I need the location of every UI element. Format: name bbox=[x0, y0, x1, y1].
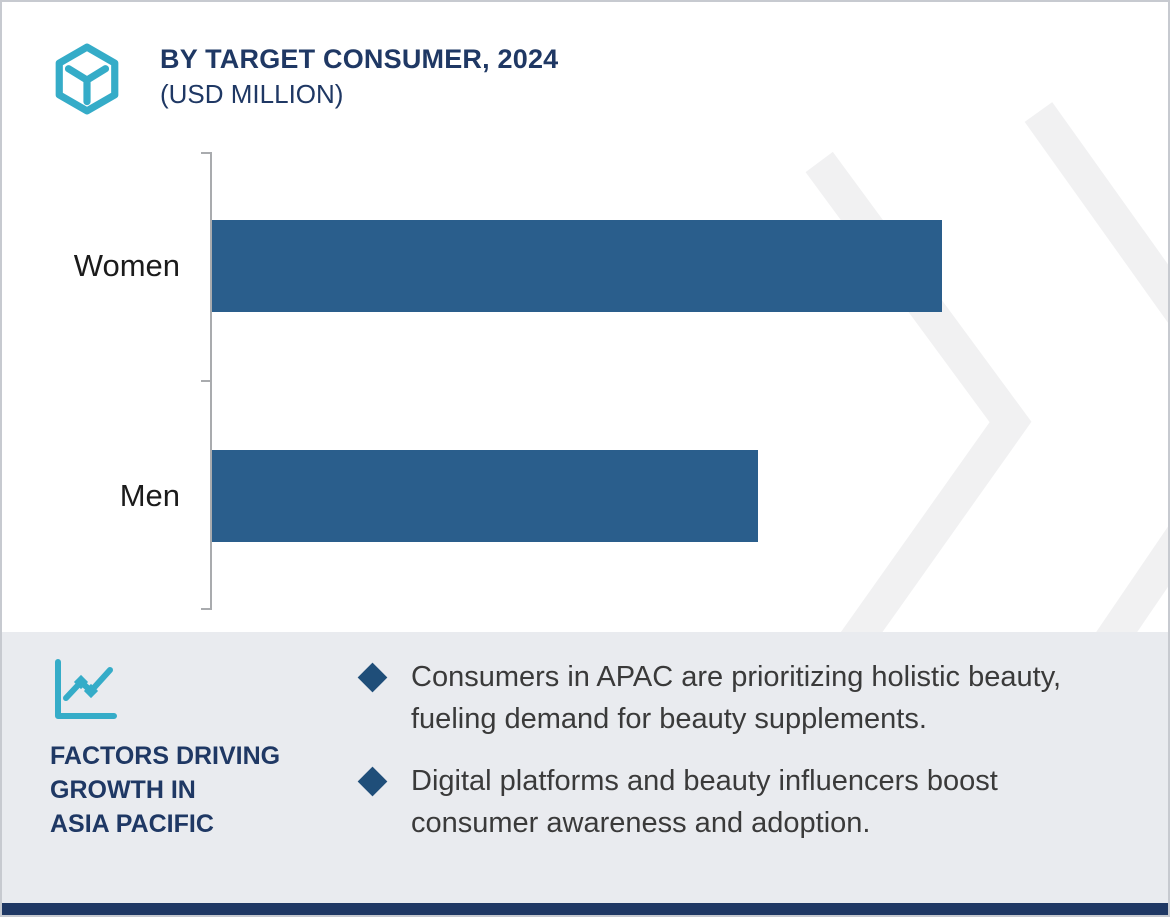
bullet-item: Digital platforms and beauty influencers… bbox=[357, 760, 1120, 844]
factors-left-column: FACTORS DRIVING GROWTH IN ASIA PACIFIC bbox=[50, 654, 320, 841]
bottom-accent-strip bbox=[2, 903, 1168, 915]
factors-heading-line-1: FACTORS DRIVING bbox=[50, 742, 281, 770]
axis-tick-top bbox=[201, 152, 210, 154]
chart-title: BY TARGET CONSUMER, 2024 bbox=[160, 44, 559, 74]
factors-heading-line-2: GROWTH IN bbox=[50, 775, 196, 804]
factors-heading-line-3: ASIA PACIFIC bbox=[50, 809, 214, 838]
factors-bullet-list: Consumers in APAC are prioritizing holis… bbox=[357, 656, 1120, 864]
diamond-bullet-icon bbox=[357, 662, 388, 693]
bullet-item: Consumers in APAC are prioritizing holis… bbox=[357, 656, 1120, 740]
hexagon-logo-icon bbox=[55, 43, 119, 115]
factors-heading: FACTORS DRIVING GROWTH IN ASIA PACIFIC bbox=[50, 740, 320, 841]
category-label-women: Women bbox=[73, 248, 180, 283]
bar-men bbox=[212, 450, 759, 542]
trend-line-icon bbox=[55, 659, 117, 719]
chart-header: BY TARGET CONSUMER, 2024 (USD MILLION) bbox=[50, 42, 558, 116]
plot-area bbox=[212, 152, 1147, 610]
diamond-bullet-icon bbox=[357, 766, 388, 797]
factors-panel: FACTORS DRIVING GROWTH IN ASIA PACIFIC C… bbox=[2, 632, 1168, 907]
chart-titles: BY TARGET CONSUMER, 2024 (USD MILLION) bbox=[160, 42, 558, 111]
bullet-text: Consumers in APAC are prioritizing holis… bbox=[411, 661, 1062, 736]
chart-subtitle: (USD MILLION) bbox=[160, 79, 344, 110]
chart-section: BY TARGET CONSUMER, 2024 (USD MILLION) W… bbox=[2, 2, 1168, 632]
bar-women bbox=[212, 220, 943, 312]
bullet-text: Digital platforms and beauty influencers… bbox=[411, 765, 998, 840]
axis-tick-bottom bbox=[201, 608, 210, 610]
y-axis-line bbox=[201, 152, 212, 610]
axis-tick-middle bbox=[201, 380, 210, 382]
category-label-men: Men bbox=[119, 478, 180, 513]
